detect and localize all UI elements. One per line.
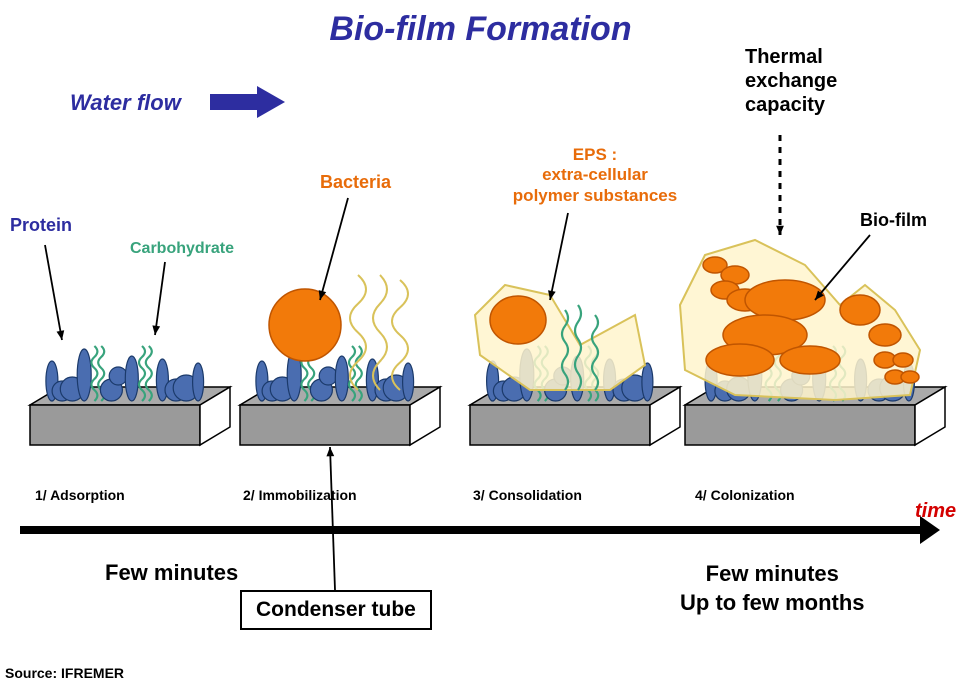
diagram-canvas <box>0 0 961 687</box>
